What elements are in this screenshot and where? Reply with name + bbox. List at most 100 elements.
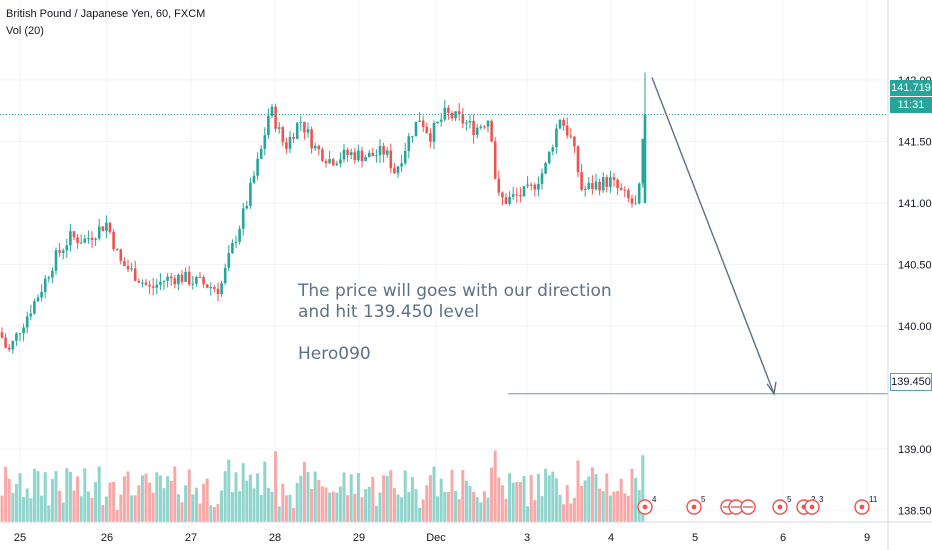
candle-body <box>299 121 303 123</box>
candle-body <box>447 107 450 113</box>
volume-bar <box>623 493 627 522</box>
forecast-arrow-head <box>766 381 777 396</box>
volume-bar <box>407 492 411 522</box>
volume-bar <box>511 482 515 522</box>
candle-body <box>519 194 522 197</box>
volume-bar <box>94 482 98 522</box>
volume-bar <box>227 459 231 522</box>
candle-body <box>367 152 371 158</box>
candle-body <box>432 123 436 142</box>
volume-bar <box>115 509 119 522</box>
volume-bar <box>263 461 267 522</box>
candle-body <box>166 276 169 281</box>
candle-body <box>202 277 205 285</box>
volume-bar <box>155 472 159 522</box>
time-tick-label: 9 <box>864 532 870 544</box>
volume-bar <box>274 451 278 522</box>
volume-bar <box>288 494 292 522</box>
candle-body <box>213 286 216 289</box>
candle-body <box>486 120 490 127</box>
candle-body <box>601 177 605 191</box>
candle-body <box>360 150 364 162</box>
volume-bar <box>529 475 533 522</box>
event-badge-count: 5 <box>787 495 792 504</box>
volume-bar <box>533 500 537 522</box>
volume-bar <box>346 495 350 522</box>
candle-body <box>522 186 526 197</box>
candle-body <box>159 281 162 285</box>
volume-bar <box>126 471 130 522</box>
volume-bar <box>558 494 562 522</box>
volume-bar <box>331 491 335 522</box>
volume-bar <box>40 495 44 522</box>
volume-bar <box>22 497 26 522</box>
event-badge-count: 5 <box>701 495 706 504</box>
candle-body <box>526 184 529 187</box>
annotation-text[interactable]: The price will goes with our direction a… <box>298 281 612 323</box>
volume-bar <box>108 482 112 522</box>
volume-bar <box>616 490 620 522</box>
candle-body <box>414 121 418 137</box>
forecast-arrow <box>651 77 775 395</box>
volume-bar <box>50 478 54 522</box>
candle-body <box>227 253 231 268</box>
candle-body <box>22 327 25 334</box>
volume-bar <box>410 476 414 522</box>
candle-body <box>220 283 223 295</box>
candle-body <box>256 158 259 176</box>
candle-body <box>357 150 360 161</box>
volume-bar <box>191 494 195 522</box>
volume-bar <box>421 499 425 522</box>
candle-body <box>33 301 36 314</box>
volume-bar <box>342 472 346 522</box>
candle-body <box>25 316 29 328</box>
volume-bar <box>583 480 587 522</box>
volume-bar <box>464 480 468 522</box>
candle-body <box>353 152 357 161</box>
candle-body <box>643 114 647 203</box>
volume-bar <box>216 503 220 522</box>
volume-bar <box>148 482 152 522</box>
candle-body <box>400 163 403 167</box>
volume-bar <box>382 475 386 522</box>
volume-bar <box>281 483 285 522</box>
candle-body <box>443 107 447 120</box>
candle-body <box>133 268 137 281</box>
candle-body <box>576 146 580 173</box>
volume-bar <box>158 475 162 522</box>
volume-bar <box>270 491 274 522</box>
candle-body <box>195 277 198 284</box>
candle-body <box>231 242 234 254</box>
volume-bar <box>356 473 360 522</box>
volume-bar <box>54 471 58 522</box>
candle-body <box>58 250 61 253</box>
candle-body <box>609 177 612 187</box>
candle-body <box>83 238 87 243</box>
volume-bar <box>169 480 173 522</box>
candle-body <box>623 189 627 191</box>
symbol-title[interactable]: British Pound / Japanese Yen, 60, FXCM <box>6 8 206 20</box>
candle-body <box>321 149 324 161</box>
volume-bar <box>540 496 544 522</box>
event-badges: 4552311 <box>637 495 878 515</box>
candle-body <box>493 141 497 179</box>
annotation-author[interactable]: Hero090 <box>298 344 371 364</box>
candle-body <box>634 203 637 205</box>
candle-body <box>137 280 141 283</box>
candle-body <box>36 297 40 302</box>
candle-body <box>627 190 630 199</box>
volume-bar <box>457 499 461 522</box>
candle-body <box>497 178 501 193</box>
volume-bar <box>302 461 306 522</box>
volume-bar <box>432 466 436 522</box>
price-tick-label: 141.500 <box>898 136 932 148</box>
volume-bar <box>371 476 375 522</box>
drawings <box>0 77 888 396</box>
volume-bar <box>137 485 141 522</box>
volume-bar <box>385 475 389 522</box>
candle-body <box>61 250 65 253</box>
volume-indicator-label[interactable]: Vol (20) <box>6 25 44 37</box>
volume-bar <box>176 494 180 522</box>
